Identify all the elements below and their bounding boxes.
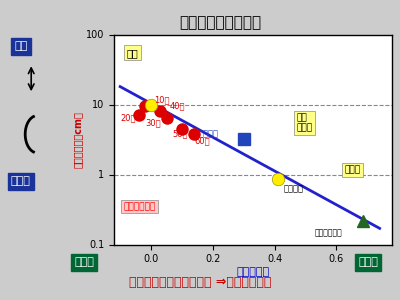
Text: 偏り小: 偏り小 <box>74 257 94 268</box>
Text: カール半径（cm）: カール半径（cm） <box>73 111 83 168</box>
Text: 10代: 10代 <box>154 96 170 105</box>
Text: 30代: 30代 <box>145 118 160 127</box>
Text: 強い
クセ毛: 強い クセ毛 <box>296 113 312 132</box>
Text: 東洋人毛: 東洋人毛 <box>199 129 219 138</box>
Text: 50代: 50代 <box>173 129 188 138</box>
Text: 直毛: 直毛 <box>14 41 28 52</box>
Text: 加齢毛の細胞の偏り: 加齢毛の細胞の偏り <box>179 15 261 30</box>
X-axis label: 細胞の偏り: 細胞の偏り <box>236 267 270 277</box>
Text: 40代: 40代 <box>170 102 185 111</box>
Text: 加齢によるうねりの発生 ⇒クセ毛の増加: 加齢によるうねりの発生 ⇒クセ毛の増加 <box>129 276 271 289</box>
Text: 各年代の毛髪: 各年代の毛髪 <box>123 202 156 211</box>
Text: 20代: 20代 <box>120 113 136 122</box>
Text: 60代: 60代 <box>194 136 210 146</box>
Text: 縮れ毛: 縮れ毛 <box>344 166 360 175</box>
Text: 偏り大: 偏り大 <box>358 257 378 268</box>
Text: 西洋人毛: 西洋人毛 <box>284 184 304 194</box>
Text: クセ強: クセ強 <box>11 176 31 187</box>
Text: アフリカ人毛: アフリカ人毛 <box>315 228 342 237</box>
Text: 直毛: 直毛 <box>126 48 138 58</box>
